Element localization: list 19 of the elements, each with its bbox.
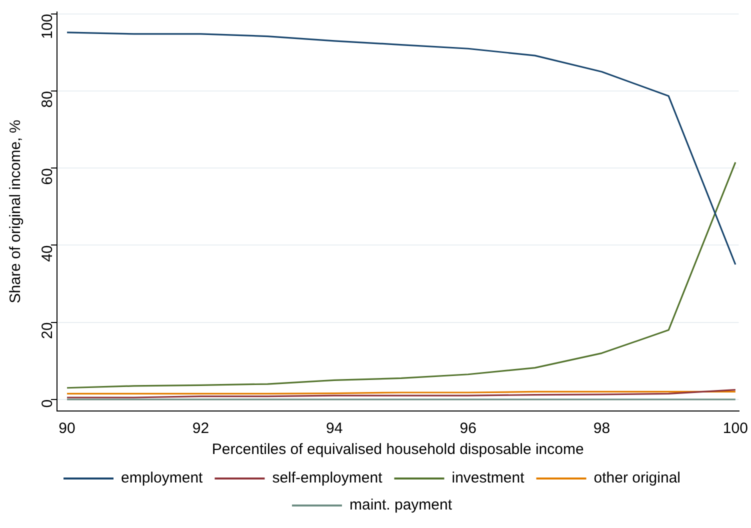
x-tick-label: 98 (593, 420, 610, 438)
y-tick-label: 40 (39, 245, 56, 262)
y-tick-label: 100 (39, 14, 56, 39)
y-tick-label: 20 (39, 322, 56, 340)
legend-label: investment (452, 470, 526, 487)
x-tick-label: 92 (192, 420, 210, 438)
x-tick-label: 90 (58, 420, 76, 438)
legend-label: maint. payment (349, 496, 453, 514)
x-tick-label: 96 (460, 420, 476, 438)
x-tick-label: 94 (326, 420, 343, 438)
legend-label: employment (121, 470, 204, 487)
y-tick-label: 0 (39, 399, 56, 408)
y-tick-label: 80 (39, 91, 56, 108)
x-axis-title: Percentiles of equivalised household disposable income (212, 441, 584, 458)
y-axis-title: Share of original income, % (7, 120, 24, 304)
y-tick-label: 60 (39, 168, 56, 185)
x-tick-label: 100 (722, 420, 748, 438)
legend-label: other original (594, 470, 680, 487)
legend-label: self-employment (272, 470, 384, 487)
